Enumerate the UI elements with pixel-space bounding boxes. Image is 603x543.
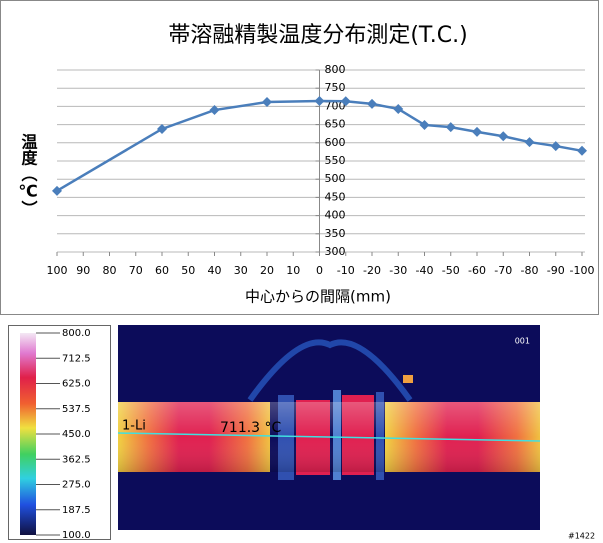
- x-tick-label: 30: [234, 264, 248, 277]
- x-tick-label: 20: [260, 264, 274, 277]
- spot-value: 711.3 °C: [220, 420, 282, 436]
- x-tick-label: 50: [181, 264, 195, 277]
- y-tick-label: 500: [325, 172, 346, 185]
- page: 帯溶融精製温度分布測定(T.C.) 中心からの間隔(mm) 温度（℃） 3003…: [0, 0, 603, 543]
- x-tick-label: -20: [363, 264, 381, 277]
- colorbar-tick-label: 275.0: [62, 480, 91, 491]
- x-tick-label: -40: [416, 264, 434, 277]
- y-tick-label: 450: [325, 190, 346, 203]
- y-tick-label: 550: [325, 154, 346, 167]
- y-tick-label: 350: [325, 227, 346, 240]
- y-tick-label: 300: [325, 245, 346, 258]
- colorbar-tick-label: 625.0: [62, 379, 91, 390]
- colorbar-tick-label: 100.0: [62, 530, 91, 541]
- footer-id: #1422: [568, 532, 595, 541]
- x-tick-label: 70: [129, 264, 143, 277]
- x-tick-label: -70: [494, 264, 512, 277]
- x-tick-label: -30: [389, 264, 407, 277]
- y-tick-label: 750: [325, 81, 346, 94]
- x-tick-label: -80: [521, 264, 539, 277]
- x-axis-label: 中心からの間隔(mm): [245, 288, 391, 306]
- x-tick-label: 80: [103, 264, 117, 277]
- x-tick-label: -100: [570, 264, 595, 277]
- x-tick-label: 60: [155, 264, 169, 277]
- hot-spot: [403, 375, 413, 383]
- x-tick-label: -50: [442, 264, 460, 277]
- x-tick-label: -60: [468, 264, 486, 277]
- x-tick-label: 100: [47, 264, 68, 277]
- y-tick-label: 400: [325, 209, 346, 222]
- colorbar-tick-label: 362.5: [62, 454, 91, 465]
- colorbar-tick-label: 800.0: [62, 328, 91, 339]
- y-tick-label: 650: [325, 118, 346, 131]
- thermal-panel: 1-Li 711.3 °C 001 #1422 800.0 712.5 625.0 5…: [9, 325, 596, 541]
- x-tick-label: 0: [316, 264, 323, 277]
- x-tick-label: -10: [337, 264, 355, 277]
- y-tick-label: 800: [325, 63, 346, 76]
- chart-title: 帯溶融精製温度分布測定(T.C.): [168, 23, 467, 48]
- y-axis-label: 温度（℃）: [18, 134, 38, 217]
- frame-number: 001: [515, 337, 530, 346]
- colorbar-tick-label: 450.0: [62, 429, 91, 440]
- colorbar: [20, 333, 36, 535]
- x-tick-label: 10: [286, 264, 300, 277]
- x-tick-label: -90: [547, 264, 565, 277]
- y-tick-label: 600: [325, 136, 346, 149]
- x-tick-label: 40: [208, 264, 222, 277]
- colorbar-tick-label: 187.5: [62, 505, 91, 516]
- colorbar-tick-label: 712.5: [62, 353, 91, 364]
- x-tick-label: 90: [76, 264, 90, 277]
- spot-label: 1-Li: [122, 419, 146, 434]
- colorbar-tick-label: 537.5: [62, 404, 91, 415]
